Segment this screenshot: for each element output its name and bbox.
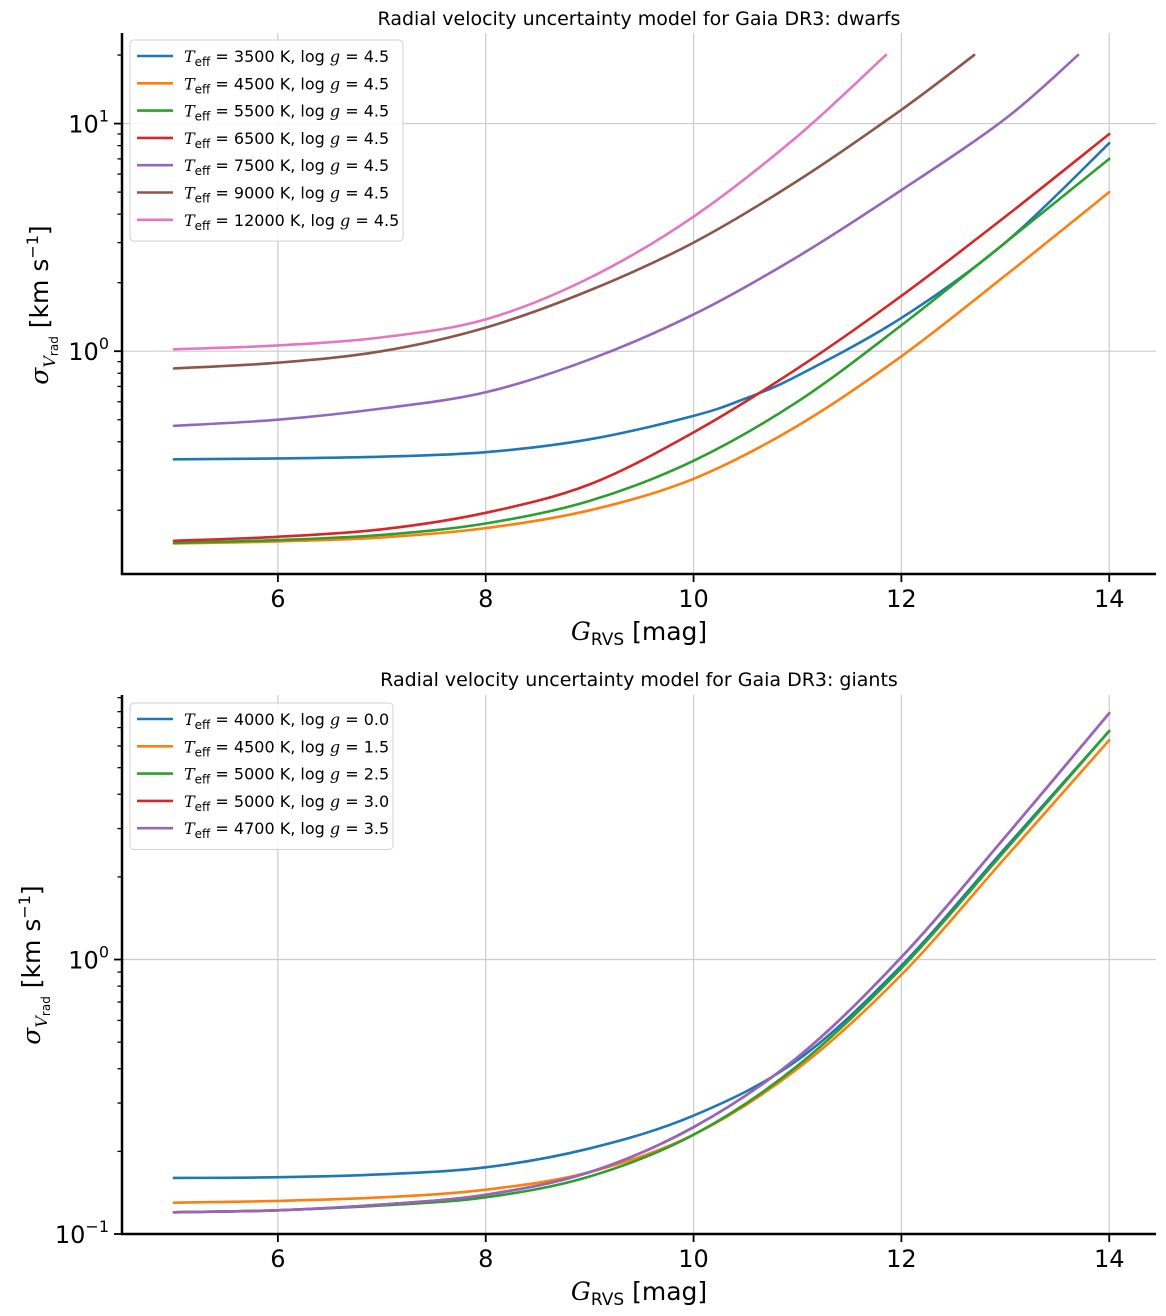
legend-label: Teff = 3500 K, log g = 4.5: [184, 47, 389, 69]
series-line-6: [172, 53, 976, 370]
series-line-5: [172, 53, 1080, 428]
legend-label: Teff = 9000 K, log g = 4.5: [184, 184, 389, 206]
series-lines: [172, 711, 1111, 1214]
legend-label: Teff = 5500 K, log g = 4.5: [184, 102, 389, 124]
legend-label: Teff = 12000 K, log g = 4.5: [184, 211, 399, 233]
legend: Teff = 4000 K, log g = 0.0 Teff = 4500 K,…: [129, 702, 394, 850]
series-line-5: [172, 711, 1111, 1214]
chart-title: Radial velocity uncertainty model for Ga…: [380, 669, 898, 691]
legend: Teff = 3500 K, log g = 4.5 Teff = 4500 K,…: [129, 39, 404, 242]
y-tick-label: 101: [68, 107, 109, 139]
series-lines: [172, 53, 1111, 545]
legend-box: [129, 702, 394, 850]
series-line-1: [172, 729, 1111, 1180]
y-tick-label: 100: [68, 334, 109, 366]
x-tick-label: 14: [1094, 1245, 1125, 1273]
series-line-7: [172, 53, 888, 351]
dwarfs-chart: Radial velocity uncertainty model for Ga…: [23, 8, 1156, 650]
legend-label: Teff = 5000 K, log g = 3.0: [184, 792, 389, 814]
x-axis-label: GRVS [mag]: [571, 617, 707, 650]
legend-label: Teff = 7500 K, log g = 4.5: [184, 156, 389, 178]
legend-label: Teff = 5000 K, log g = 2.5: [184, 765, 389, 787]
x-tick-label: 6: [270, 585, 285, 613]
series-line-4: [172, 132, 1111, 543]
x-tick-label: 8: [478, 1245, 493, 1273]
x-tick-label: 8: [478, 585, 493, 613]
giants-chart: Radial velocity uncertainty model for Ga…: [15, 669, 1156, 1310]
x-tick-label: 14: [1094, 585, 1125, 613]
series-line-2: [172, 190, 1111, 545]
x-axis-label: GRVS [mag]: [571, 1277, 707, 1310]
legend-label: Teff = 4000 K, log g = 0.0: [184, 710, 389, 732]
y-tick-label: 100: [68, 943, 109, 975]
legend-label: Teff = 6500 K, log g = 4.5: [184, 129, 389, 151]
y-axis-label: σVrad [km s−1]: [23, 225, 61, 384]
x-tick-label: 10: [678, 585, 709, 613]
legend-box: [129, 39, 404, 242]
legend-label: Teff = 4700 K, log g = 3.5: [184, 819, 389, 841]
x-tick-label: 6: [270, 1245, 285, 1273]
y-axis-label: σVrad [km s−1]: [15, 885, 53, 1044]
axes: 6 8 10 12 14 100 101: [68, 33, 1156, 613]
chart-title: Radial velocity uncertainty model for Ga…: [378, 8, 901, 30]
y-tick-label: 10−1: [55, 1217, 109, 1249]
x-tick-label: 12: [886, 1245, 917, 1273]
series-line-3: [172, 157, 1111, 545]
x-tick-label: 10: [678, 1245, 709, 1273]
legend-label: Teff = 4500 K, log g = 1.5: [184, 737, 389, 759]
x-tick-label: 12: [886, 585, 917, 613]
axes: 6 8 10 12 14 10−1 100: [55, 695, 1156, 1273]
legend-label: Teff = 4500 K, log g = 4.5: [184, 74, 389, 96]
